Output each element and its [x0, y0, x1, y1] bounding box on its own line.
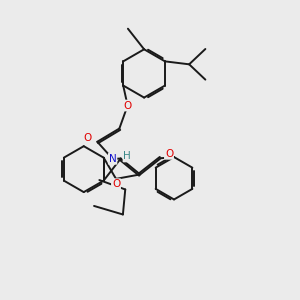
Text: H: H	[123, 152, 131, 161]
Text: O: O	[124, 100, 132, 110]
Text: N: N	[109, 154, 116, 164]
Text: O: O	[165, 149, 173, 159]
Text: O: O	[112, 179, 120, 189]
Text: O: O	[84, 133, 92, 143]
